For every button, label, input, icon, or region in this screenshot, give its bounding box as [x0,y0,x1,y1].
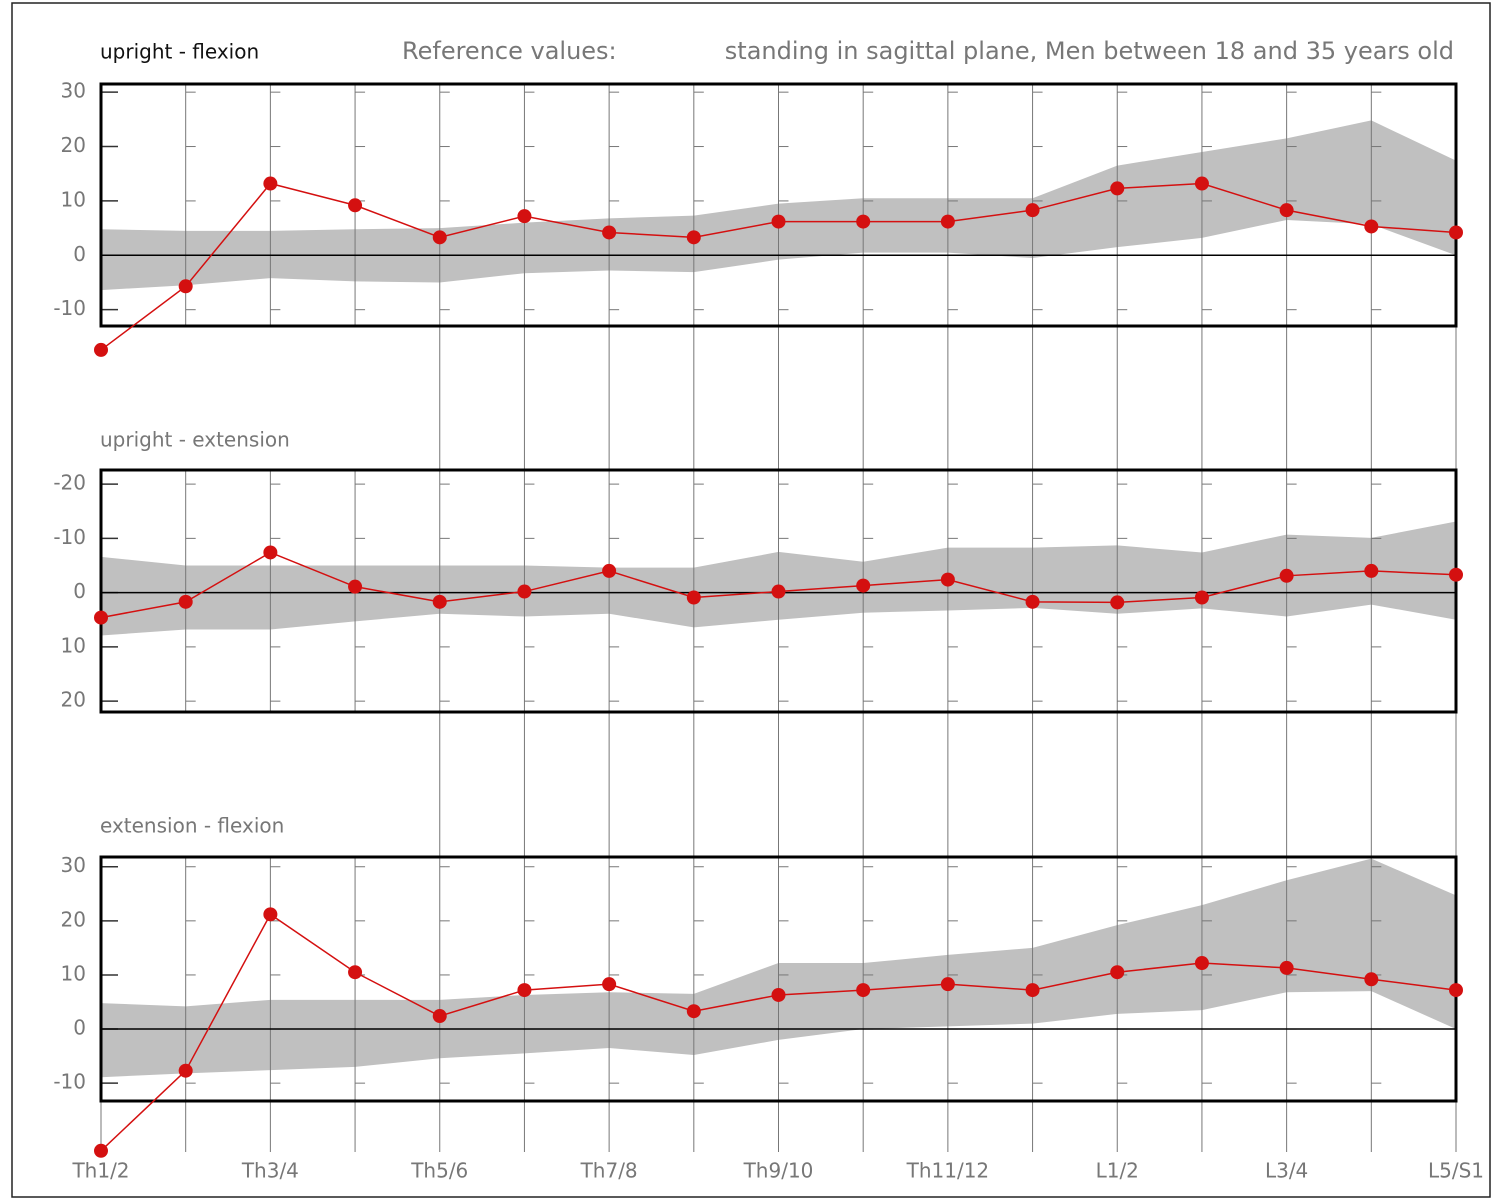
data-point [1449,983,1463,998]
plot-box [99,82,1458,328]
data-point [94,1143,108,1158]
data-point [1364,563,1379,578]
x-tick-label: Th9/10 [743,1159,814,1183]
data-point [771,987,786,1002]
data-point [178,1063,193,1078]
data-point [263,907,278,922]
data-point [1279,568,1294,583]
y-tick-label: 0 [73,579,86,603]
plot-box [99,468,1458,714]
data-point [432,594,447,609]
data-point [1194,956,1209,971]
data-point [686,230,701,245]
data-point [856,983,871,998]
data-point [686,1004,701,1019]
y-tick-label: 0 [73,1016,86,1040]
data-point [1364,972,1379,987]
data-point [348,965,363,980]
y-tick-label: 20 [61,688,86,712]
x-tick-label: Th5/6 [410,1159,468,1183]
y-tick-label: 10 [61,187,86,211]
data-point [348,579,363,594]
x-tick-label: Th11/12 [906,1159,990,1183]
data-point [1194,590,1209,605]
data-point [686,590,701,605]
data-point [856,578,871,593]
data-point [517,209,532,224]
annotation: Reference values: [402,37,617,65]
data-point [348,198,363,213]
data-point [178,279,193,294]
data-point [1025,594,1040,609]
y-tick-label: -20 [53,471,86,495]
data-point [1449,225,1463,240]
data-point [940,572,955,587]
data-point [602,563,617,578]
y-tick-label: 10 [61,633,86,657]
x-tick-label: L3/4 [1265,1159,1308,1183]
data-point [94,342,108,357]
x-tick-label: L5/S1 [1428,1159,1484,1183]
y-tick-label: 20 [61,133,86,157]
data-point [771,584,786,599]
y-tick-label: 20 [61,907,86,931]
data-point [1194,176,1209,191]
data-point [940,214,955,229]
y-tick-label: 0 [73,242,86,266]
data-point [1110,965,1125,980]
data-point [940,977,955,992]
data-point [602,977,617,992]
data-point [517,584,532,599]
x-tick-label: Th3/4 [241,1159,299,1183]
frame [11,2,1491,1198]
data-point [263,545,278,560]
data-point [1279,203,1294,218]
y-tick-label: 10 [61,961,86,985]
data-point [602,225,617,240]
data-point [856,214,871,229]
y-tick-label: -10 [53,296,86,320]
y-tick-label: 30 [61,79,86,103]
panel-title: extension - flexion [100,814,284,838]
data-point [1279,960,1294,975]
data-point [263,176,278,191]
data-point [432,230,447,245]
x-tick-label: Th7/8 [580,1159,638,1183]
data-point [771,214,786,229]
y-tick-label: 30 [61,853,86,877]
annotation: standing in sagittal plane, Men between … [725,37,1454,65]
data-point [1025,983,1040,998]
x-tick-label: Th1/2 [71,1159,129,1183]
y-tick-label: -10 [53,525,86,549]
data-point [1110,181,1125,196]
data-point [178,594,193,609]
y-tick-label: -10 [53,1070,86,1094]
panel-title: upright - extension [100,428,290,452]
data-point [517,983,532,998]
plot-box [99,855,1458,1103]
data-point [1364,219,1379,234]
data-point [1025,203,1040,218]
x-tick-label: L1/2 [1096,1159,1139,1183]
data-point [432,1009,447,1024]
data-point [94,610,108,625]
data-point [1110,595,1125,610]
data-point [1449,567,1463,582]
panel-title: upright - flexion [100,40,259,64]
